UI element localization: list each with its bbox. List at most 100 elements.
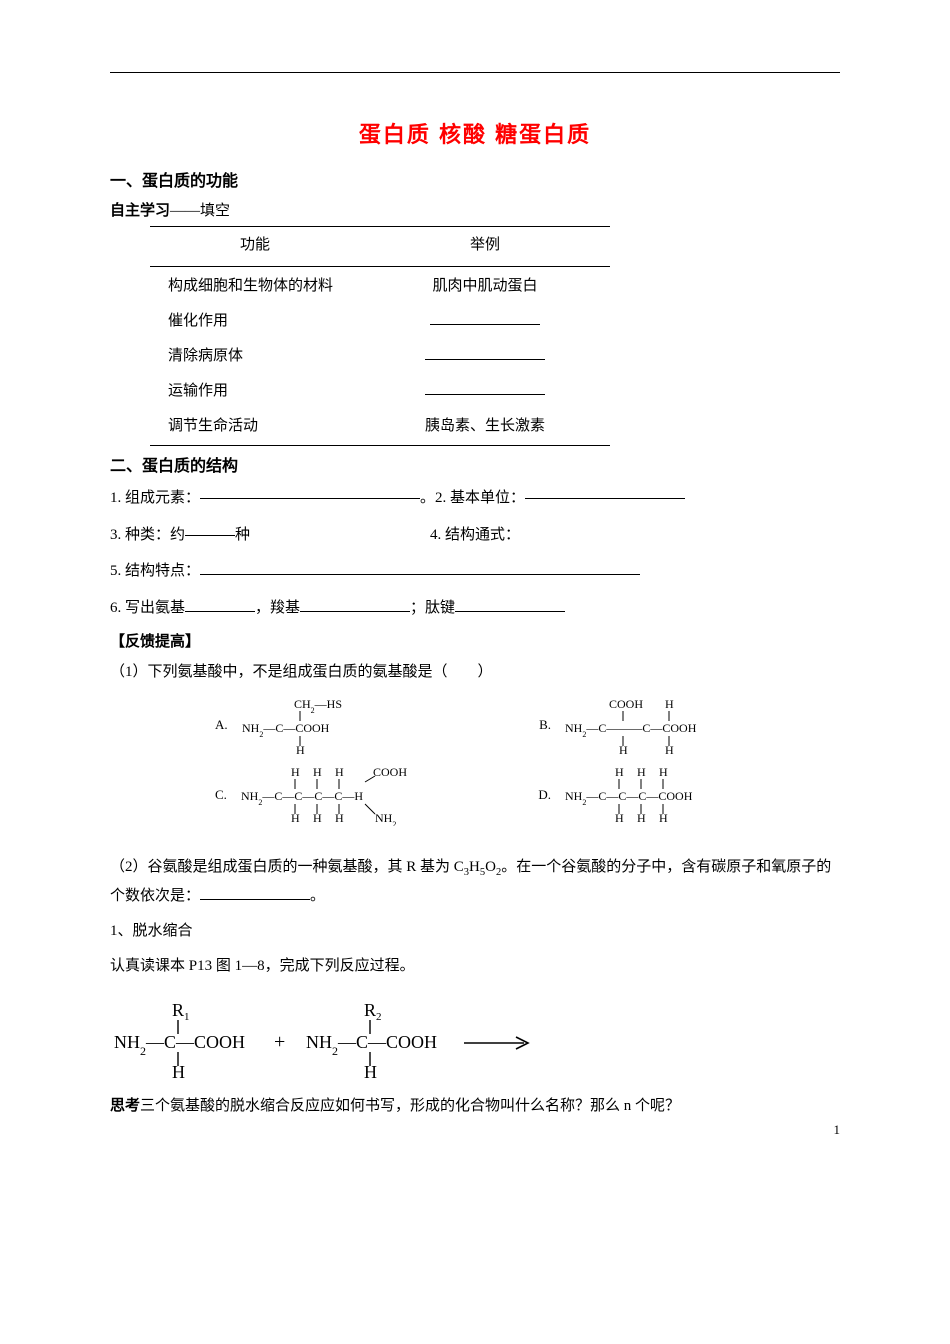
options-block: A. CH2—HS NH2—C—COOH H B. COOH H xyxy=(215,696,735,826)
chem-structure-a-icon: CH2—HS NH2—C—COOH H xyxy=(242,696,372,754)
svg-text:H: H xyxy=(364,1062,377,1078)
sikao-line: 思考三个氨基酸的脱水缩合反应应如何书写，形成的化合物叫什么名称？那么 n 个呢？ xyxy=(110,1092,840,1120)
question-1: （1）下列氨基酸中，不是组成蛋白质的氨基酸是（ ） xyxy=(110,659,840,686)
line-groups: 6. 写出氨基，羧基；肽键 xyxy=(110,594,840,623)
table-cell-blank[interactable] xyxy=(360,337,610,372)
option-label: D. xyxy=(538,787,551,803)
svg-text:H: H xyxy=(659,765,668,779)
blank-features[interactable] xyxy=(200,560,640,575)
q2-part-b: H xyxy=(469,859,480,875)
readbook-line: 认真读课本 P13 图 1—8，完成下列反应过程。 xyxy=(110,953,840,980)
svg-text:NH2: NH2 xyxy=(375,811,396,826)
section-1-heading: 一、蛋白质的功能 xyxy=(110,167,840,191)
table-row: 调节生命活动 胰岛素、生长激素 xyxy=(150,407,610,446)
option-d[interactable]: D. HHH NH2—C—C—C—COOH HHH xyxy=(538,764,735,826)
table-row: 运输作用 xyxy=(150,372,610,407)
table-cell: 肌肉中肌动蛋白 xyxy=(360,267,610,303)
blank-q2[interactable] xyxy=(200,885,310,900)
table-cell-blank[interactable] xyxy=(360,372,610,407)
svg-text:H: H xyxy=(659,811,668,825)
q2-part-e: 。 xyxy=(310,888,325,904)
svg-text:H: H xyxy=(619,743,628,754)
chem-structure-c-icon: HHH COOH NH2—C—C—C—C—H HHH NH2 xyxy=(241,764,431,826)
option-label: C. xyxy=(215,787,227,803)
svg-text:NH2—C—COOH: NH2—C—COOH xyxy=(114,1032,245,1058)
svg-text:CH2—HS: CH2—HS xyxy=(294,697,342,715)
function-table: 功能 举例 构成细胞和生物体的材料 肌肉中肌动蛋白 催化作用 清除病原体 运输作… xyxy=(150,226,610,446)
svg-text:H: H xyxy=(665,743,674,754)
equation-block: R1 NH2—C—COOH H + R2 NH2—C—COOH H xyxy=(114,998,840,1078)
svg-text:H: H xyxy=(335,811,344,825)
blank-unit[interactable] xyxy=(525,484,685,499)
item6c-label: ；肽键 xyxy=(410,600,455,616)
svg-text:H: H xyxy=(665,697,674,711)
sikao-label: 思考 xyxy=(110,1097,140,1114)
svg-text:NH2—C—C—C—COOH: NH2—C—C—C—COOH xyxy=(565,789,693,807)
table-cell: 催化作用 xyxy=(150,302,360,337)
dehydration-equation-icon: R1 NH2—C—COOH H + R2 NH2—C—COOH H xyxy=(114,998,544,1078)
option-row: A. CH2—HS NH2—C—COOH H B. COOH H xyxy=(215,696,735,754)
page-number: 1 xyxy=(834,1122,841,1138)
self-study-label: 自主学习 xyxy=(110,202,170,219)
option-row: C. HHH COOH NH2—C—C—C—C—H HH xyxy=(215,764,735,826)
svg-text:NH2—C———C—COOH: NH2—C———C—COOH xyxy=(565,721,697,739)
spacer xyxy=(250,521,430,550)
svg-text:R: R xyxy=(364,1000,376,1020)
table-cell: 胰岛素、生长激素 xyxy=(360,407,610,446)
feedback-heading: 【反馈提高】 xyxy=(110,630,840,651)
svg-text:H: H xyxy=(291,811,300,825)
chem-structure-d-icon: HHH NH2—C—C—C—COOH HHH xyxy=(565,764,735,826)
svg-text:H: H xyxy=(637,765,646,779)
svg-text:H: H xyxy=(291,765,300,779)
item6b-label: ，羧基 xyxy=(255,600,300,616)
svg-text:H: H xyxy=(615,765,624,779)
q2-part-a: （2）谷氨酸是组成蛋白质的一种氨基酸，其 R 基为 C xyxy=(110,859,464,875)
dehydration-heading: 1、脱水缩合 xyxy=(110,918,840,945)
table-cell-blank[interactable] xyxy=(360,302,610,337)
table-cell: 调节生命活动 xyxy=(150,407,360,446)
page-title: 蛋白质 核酸 糖蛋白质 xyxy=(110,117,840,149)
table-header-func: 功能 xyxy=(150,227,360,267)
table-row: 构成细胞和生物体的材料 肌肉中肌动蛋白 xyxy=(150,267,610,303)
line-features: 5. 结构特点： xyxy=(110,557,840,586)
table-cell: 清除病原体 xyxy=(150,337,360,372)
blank-types[interactable] xyxy=(185,521,235,536)
option-c[interactable]: C. HHH COOH NH2—C—C—C—C—H HH xyxy=(215,764,431,826)
svg-text:NH2—C—COOH: NH2—C—COOH xyxy=(242,721,330,739)
svg-text:NH2—C—C—C—C—H: NH2—C—C—C—C—H xyxy=(241,789,363,807)
option-b[interactable]: B. COOH H NH2—C———C—COOH H H xyxy=(539,696,735,754)
table-header-example: 举例 xyxy=(360,227,610,267)
svg-text:H: H xyxy=(615,811,624,825)
blank-amino[interactable] xyxy=(185,597,255,612)
svg-text:H: H xyxy=(313,811,322,825)
blank-elements[interactable] xyxy=(200,484,420,499)
svg-text:COOH: COOH xyxy=(609,697,643,711)
table-cell: 运输作用 xyxy=(150,372,360,407)
svg-text:R: R xyxy=(172,1000,184,1020)
question-2: （2）谷氨酸是组成蛋白质的一种氨基酸，其 R 基为 C3H5O2。在一个谷氨酸的… xyxy=(110,854,840,910)
item1b-label: 。2. 基本单位： xyxy=(420,484,525,513)
option-label: B. xyxy=(539,717,551,733)
svg-text:NH2—C—COOH: NH2—C—COOH xyxy=(306,1032,437,1058)
table-row: 催化作用 xyxy=(150,302,610,337)
table-row: 清除病原体 xyxy=(150,337,610,372)
self-study-line: 自主学习——填空 xyxy=(110,199,840,220)
svg-text:H: H xyxy=(335,765,344,779)
svg-text:+: + xyxy=(274,1031,285,1053)
q2-part-c: O xyxy=(485,859,496,875)
blank-peptide[interactable] xyxy=(455,597,565,612)
svg-text:2: 2 xyxy=(376,1011,382,1023)
option-a[interactable]: A. CH2—HS NH2—C—COOH H xyxy=(215,696,372,754)
item5-label: 5. 结构特点： xyxy=(110,563,200,579)
sikao-text: 三个氨基酸的脱水缩合反应应如何书写，形成的化合物叫什么名称？那么 n 个呢？ xyxy=(140,1098,680,1114)
svg-text:COOH: COOH xyxy=(373,765,407,779)
top-rule xyxy=(110,72,840,73)
blank-carboxyl[interactable] xyxy=(300,597,410,612)
svg-text:H: H xyxy=(313,765,322,779)
table-cell: 构成细胞和生物体的材料 xyxy=(150,267,360,303)
svg-text:H: H xyxy=(172,1062,185,1078)
svg-text:H: H xyxy=(296,743,305,754)
line-elements: 1. 组成元素： 。2. 基本单位： xyxy=(110,484,840,513)
item3b-label: 种 xyxy=(235,521,250,550)
deshui-num: 1、 xyxy=(110,923,133,939)
